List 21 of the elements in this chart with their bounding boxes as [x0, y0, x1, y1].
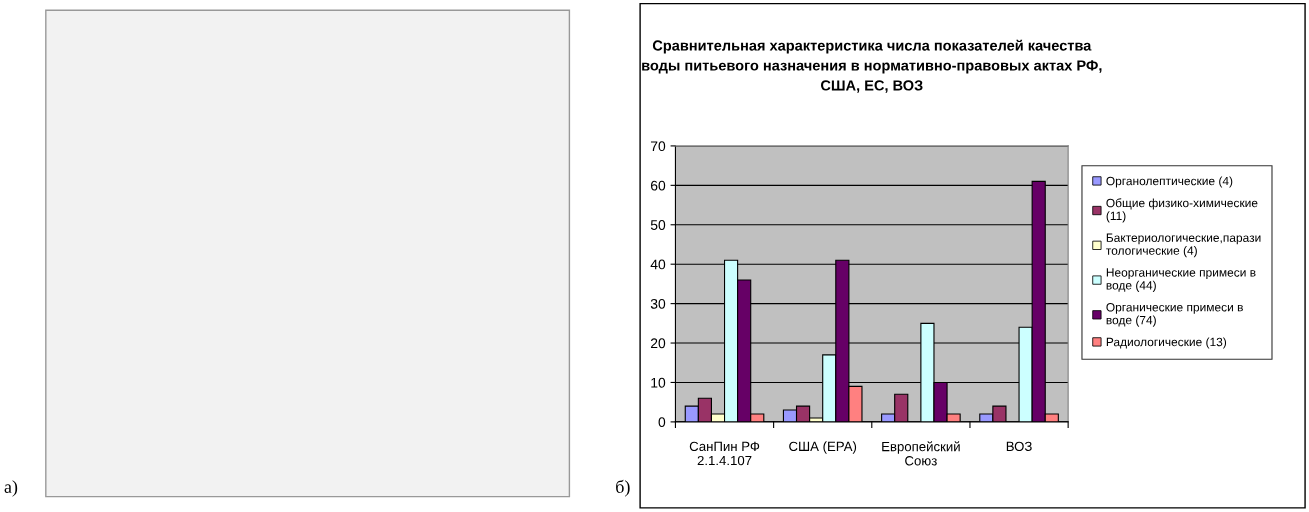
- x-tick-label: США (ЕРА): [789, 441, 857, 454]
- y-tick-label: 70: [650, 141, 666, 152]
- legend-label: Органические примеси в воде (74): [1106, 303, 1243, 327]
- legend-label: Неорганические примеси в воде (44): [1106, 268, 1256, 292]
- y-tick-label: 60: [650, 180, 666, 191]
- x-tick-label: Европейский Союз: [882, 441, 960, 466]
- legend-label: Бактериологические,парази тологические (4): [1106, 233, 1261, 258]
- y-tick-label: 20: [650, 338, 666, 349]
- y-tick-label: 30: [650, 298, 666, 309]
- y-tick-label: 10: [651, 377, 666, 388]
- legend-label: Органолептические (4): [1106, 176, 1233, 188]
- legend-label: Общие физико-химические (11): [1106, 198, 1258, 223]
- y-tick-label: 0: [658, 417, 666, 428]
- y-tick-label: 40: [650, 259, 666, 270]
- y-tick-label: 50: [650, 220, 666, 230]
- x-tick-label: ВОЗ: [1006, 441, 1032, 452]
- legend-label: Радиологические (13): [1106, 337, 1227, 349]
- text: а): [4, 480, 18, 497]
- text: б): [616, 479, 630, 497]
- x-tick-label: СанПин РФ 2.1.4.107: [689, 441, 760, 466]
- chart-title: Сравнительная характеристика числа показателей качества воды питьевого назначения в нормативно-правовых актах РФ, США, ЕС, ВОЗ: [642, 39, 1102, 93]
